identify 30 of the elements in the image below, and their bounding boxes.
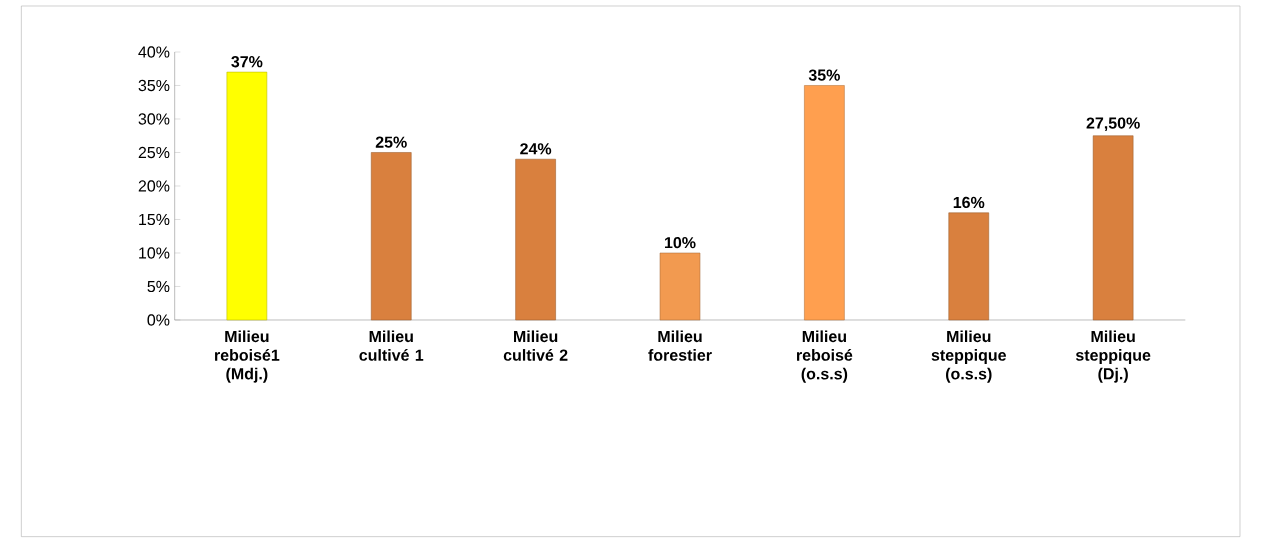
x-tick-label: Milieu reboisé (o.s.s): [796, 330, 853, 383]
y-tick-label: 5%: [147, 280, 170, 293]
bar: [515, 158, 556, 321]
bar: [659, 252, 701, 321]
data-label: 24%: [520, 143, 552, 155]
y-tick-label: 15%: [139, 213, 170, 226]
data-label: 10%: [665, 236, 696, 249]
x-tick-label: Milieu reboisé1 (Mdj.): [215, 330, 280, 383]
data-label: 35%: [808, 69, 840, 81]
y-tick-label: 40%: [138, 46, 170, 58]
x-tick-label: Milieu steppique (Dj.): [1075, 330, 1151, 383]
x-tick-label: Milieu steppique (o.s.s): [931, 330, 1006, 383]
bar: [948, 212, 990, 321]
y-tick-label: 30%: [138, 113, 170, 125]
data-label: 37%: [231, 56, 263, 68]
data-label: 27,50%: [1086, 117, 1140, 132]
bar: [1092, 135, 1134, 321]
data-label: 25%: [375, 136, 407, 148]
bar: [804, 85, 845, 321]
y-tick-label: 35%: [138, 79, 170, 92]
data-label: 16%: [953, 196, 985, 209]
y-tick-label: 0%: [147, 314, 170, 326]
bar: [370, 152, 412, 321]
y-tick-label: 20%: [138, 180, 170, 192]
x-tick-label: Milieu cultivé 2: [503, 330, 568, 361]
y-tick-label: 10%: [139, 247, 170, 259]
y-tick-label: 25%: [138, 146, 170, 159]
bar: [226, 71, 268, 321]
x-tick-label: Milieu cultivé 1: [359, 330, 424, 361]
x-tick-label: Milieu forestier: [648, 330, 712, 361]
